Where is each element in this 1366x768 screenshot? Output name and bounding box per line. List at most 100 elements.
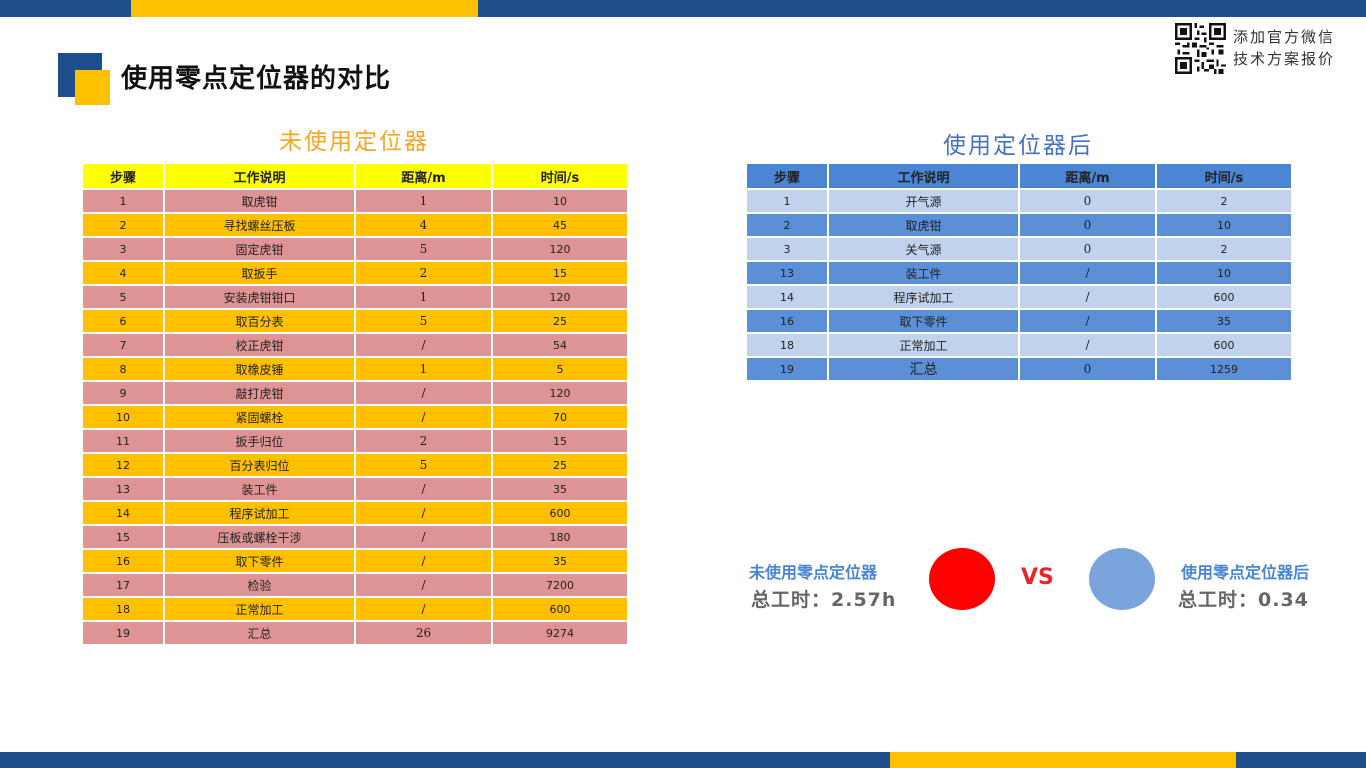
table-row: 19 汇总 0 1259 (745, 356, 1293, 382)
red-circle (929, 548, 995, 610)
cell-step: 16 (745, 308, 829, 334)
comparison-right-value: 总工时：0.34 (1178, 589, 1309, 611)
cell-time: 25 (491, 308, 629, 334)
table-row: 16 取下零件/35 (745, 308, 1293, 334)
cell-distance: / (354, 572, 493, 598)
table-row: 4 取扳手 2 15 (81, 260, 629, 286)
cell-distance: / (1018, 260, 1157, 286)
cell-distance: / (354, 404, 493, 430)
cell-description: 压板或螺栓干涉 (163, 524, 356, 550)
cell-step: 19 (745, 356, 829, 382)
table-row: 3 固定虎钳 5 120 (81, 236, 629, 262)
cell-description: 取虎钳 (827, 212, 1020, 238)
table-row: 2 取虎钳 0 10 (745, 212, 1293, 238)
cell-distance: 5 (354, 236, 493, 262)
bottom-bar-yellow (890, 752, 1236, 768)
header-distance: 距离/m (354, 162, 493, 190)
cell-distance: 2 (354, 428, 493, 454)
title-decor-yellow-square (75, 70, 110, 105)
cell-description: 寻找螺丝压板 (163, 212, 356, 238)
table-row: 6 取百分表 5 25 (81, 308, 629, 334)
comparison-right-label: 使用零点定位器后 (1181, 563, 1310, 582)
cell-time: 35 (1155, 308, 1293, 334)
cell-description: 程序试加工 (827, 284, 1020, 310)
cell-description: 紧固螺栓 (163, 404, 356, 430)
cell-time: 25 (491, 452, 629, 478)
cell-description: 敲打虎钳 (163, 380, 356, 406)
page-title: 使用零点定位器的对比 (121, 64, 392, 94)
cell-time: 54 (491, 332, 629, 358)
cell-time: 180 (491, 524, 629, 550)
cell-step: 3 (745, 236, 829, 262)
cell-distance: 0 (1018, 356, 1157, 382)
cell-distance: 5 (354, 308, 493, 334)
table-with-locator: 步骤 工作说明 距离/m 时间/s 1 开气源 0 2 2 取虎钳 0 10 3 关气源 0 2 13 装工件 /… (745, 162, 1293, 382)
table-row: 18 正常加工/600 (745, 332, 1293, 358)
cell-description: 汇总 (827, 356, 1020, 382)
cell-step: 16 (81, 548, 165, 574)
comparison-left-label: 未使用零点定位器 (749, 563, 878, 582)
table-row: 14 程序试加工/600 (81, 500, 629, 526)
cell-description: 扳手归位 (163, 428, 356, 454)
cell-step: 19 (81, 620, 165, 646)
table-row: 11 扳手归位 2 15 (81, 428, 629, 454)
cell-distance: 0 (1018, 188, 1157, 214)
cell-step: 13 (745, 260, 829, 286)
table-with-title: 使用定位器后 (943, 133, 1093, 159)
cell-distance: / (354, 524, 493, 550)
cell-time: 70 (491, 404, 629, 430)
cell-description: 取扳手 (163, 260, 356, 286)
table-without-locator: 步骤 工作说明 距离/m 时间/s 1 取虎钳 1 10 2 寻找螺丝压板 4 45 3 固定虎钳 5 12… (81, 162, 629, 646)
cell-time: 120 (491, 284, 629, 310)
cell-description: 取虎钳 (163, 188, 356, 214)
cell-description: 正常加工 (827, 332, 1020, 358)
cell-distance: 0 (1018, 212, 1157, 238)
cell-step: 14 (745, 284, 829, 310)
cell-description: 取下零件 (827, 308, 1020, 334)
cell-description: 取百分表 (163, 308, 356, 334)
bottom-bar-navy-left (0, 752, 890, 768)
cell-step: 11 (81, 428, 165, 454)
vs-text: VS (1021, 565, 1054, 590)
cell-description: 关气源 (827, 236, 1020, 262)
table-row: 13 装工件/10 (745, 260, 1293, 286)
table-row: 3 关气源 0 2 (745, 236, 1293, 262)
cell-step: 2 (81, 212, 165, 238)
cell-description: 程序试加工 (163, 500, 356, 526)
cell-step: 1 (81, 188, 165, 214)
cell-step: 5 (81, 284, 165, 310)
table-row: 1 取虎钳 1 10 (81, 188, 629, 214)
cell-time: 10 (1155, 212, 1293, 238)
table-row: 12 百分表归位 5 25 (81, 452, 629, 478)
cell-distance: / (1018, 284, 1157, 310)
cell-distance: 2 (354, 260, 493, 286)
cell-time: 7200 (491, 572, 629, 598)
table-row: 16 取下零件/35 (81, 548, 629, 574)
top-bar-yellow (131, 0, 478, 17)
cell-distance: / (354, 500, 493, 526)
header-time: 时间/s (491, 162, 629, 190)
cell-step: 9 (81, 380, 165, 406)
cell-time: 10 (1155, 260, 1293, 286)
cell-time: 5 (491, 356, 629, 382)
cell-time: 120 (491, 380, 629, 406)
comparison-left-value: 总工时：2.57h (751, 589, 897, 611)
cell-time: 35 (491, 548, 629, 574)
table-row: 18 正常加工/600 (81, 596, 629, 622)
cell-distance: 1 (354, 188, 493, 214)
cell-time: 15 (491, 428, 629, 454)
bottom-bar-navy-right (1236, 752, 1366, 768)
qr-note: 添加官方微信 技术方案报价 (1233, 26, 1335, 70)
cell-distance: 0 (1018, 236, 1157, 262)
cell-distance: / (1018, 332, 1157, 358)
top-bar-navy-right (478, 0, 1366, 17)
cell-time: 10 (491, 188, 629, 214)
table-row: 5 安装虎钳钳口 1 120 (81, 284, 629, 310)
cell-time: 600 (491, 596, 629, 622)
cell-distance: / (354, 332, 493, 358)
cell-distance: / (354, 380, 493, 406)
cell-description: 开气源 (827, 188, 1020, 214)
table-row: 7 校正虎钳/54 (81, 332, 629, 358)
table-without-title: 未使用定位器 (279, 129, 429, 155)
qr-note-line-2: 技术方案报价 (1233, 50, 1336, 68)
